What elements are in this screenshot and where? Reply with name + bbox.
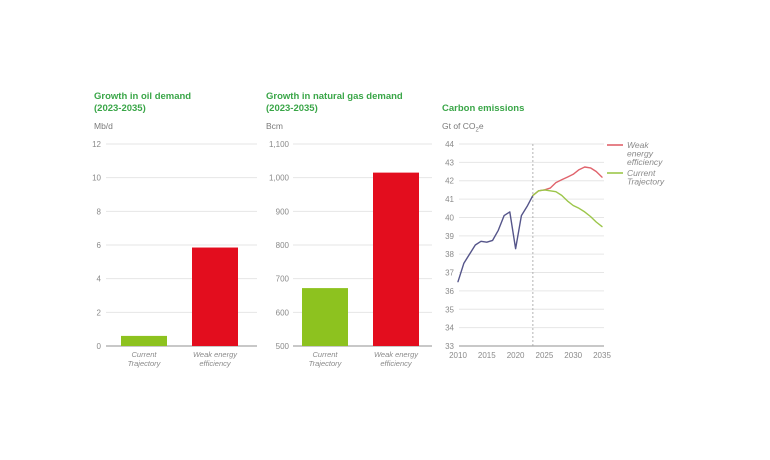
carbon-xtick-label: 2025: [536, 351, 554, 360]
legend-label: energy: [627, 149, 654, 159]
gas-category-label: Trajectory: [309, 359, 343, 368]
carbon-unit-suffix: e: [478, 121, 484, 131]
gas-category-label: Current: [312, 350, 338, 359]
carbon-ytick-label: 36: [445, 287, 454, 296]
carbon-ytick-label: 42: [445, 177, 454, 186]
legend-label: Current: [627, 168, 656, 178]
oil-ytick-label: 2: [97, 308, 102, 317]
carbon-xtick-label: 2010: [449, 351, 467, 360]
gas-ytick-label: 600: [276, 308, 290, 317]
oil-bar-1: [192, 247, 238, 346]
oil-bar-0: [121, 335, 167, 346]
gas-ytick-label: 800: [276, 241, 290, 250]
carbon-ytick-label: 40: [445, 213, 454, 222]
oil-ytick-label: 4: [97, 275, 102, 284]
oil-category-label: Trajectory: [128, 359, 162, 368]
oil-ytick-label: 0: [97, 342, 102, 351]
carbon-xtick-label: 2035: [593, 351, 611, 360]
legend-label: Weak: [627, 140, 649, 150]
carbon-series-current-trajectory: [532, 189, 603, 228]
oil-category-label: Current: [131, 350, 157, 359]
oil-title-line2: (2023-2035): [94, 103, 146, 114]
gas-unit-label: Bcm: [266, 121, 283, 131]
carbon-ytick-label: 35: [445, 305, 454, 314]
carbon-xtick-label: 2020: [507, 351, 525, 360]
carbon-ytick-label: 44: [445, 140, 454, 149]
gas-category-label: efficiency: [380, 359, 413, 368]
gas-title-line1: Growth in natural gas demand: [266, 91, 403, 102]
carbon-ytick-label: 43: [445, 158, 454, 167]
oil-ytick-label: 10: [92, 174, 101, 183]
oil-ytick-label: 6: [97, 241, 102, 250]
legend-label: efficiency: [627, 157, 663, 167]
oil-category-label: Weak energy: [193, 350, 238, 359]
carbon-xtick-label: 2030: [564, 351, 582, 360]
oil-ytick-label: 8: [97, 207, 102, 216]
gas-title-line2: (2023-2035): [266, 103, 318, 114]
gas-ytick-label: 900: [276, 207, 290, 216]
oil-ytick-label: 12: [92, 140, 101, 149]
oil-title-line1: Growth in oil demand: [94, 91, 192, 102]
oil-chart-title: Growth in oil demand (2023-2035): [94, 91, 191, 115]
carbon-ytick-label: 39: [445, 232, 454, 241]
gas-ytick-label: 1,100: [269, 140, 290, 149]
carbon-chart-title: Carbon emissions: [442, 103, 525, 114]
carbon-unit-label: Gt of CO2e: [442, 121, 484, 134]
oil-category-label: efficiency: [199, 359, 232, 368]
gas-category-label: Weak energy: [374, 350, 419, 359]
carbon-series-historical: [457, 194, 534, 283]
legend-label: Trajectory: [627, 177, 665, 187]
carbon-unit-sub: 2: [475, 127, 479, 134]
carbon-xtick-label: 2015: [478, 351, 496, 360]
carbon-unit-main: Gt of CO: [442, 121, 476, 131]
oil-unit-label: Mb/d: [94, 121, 113, 131]
gas-ytick-label: 700: [276, 275, 290, 284]
carbon-ytick-label: 38: [445, 250, 454, 259]
gas-bar-1: [373, 172, 419, 346]
carbon-ytick-label: 33: [445, 342, 454, 351]
gas-ytick-label: 500: [276, 342, 290, 351]
gas-chart-title: Growth in natural gas demand (2023-2035): [266, 91, 403, 115]
carbon-ytick-label: 34: [445, 324, 454, 333]
gas-ytick-label: 1,000: [269, 174, 290, 183]
gas-bar-0: [302, 288, 348, 346]
carbon-ytick-label: 41: [445, 195, 454, 204]
carbon-ytick-label: 37: [445, 269, 454, 278]
